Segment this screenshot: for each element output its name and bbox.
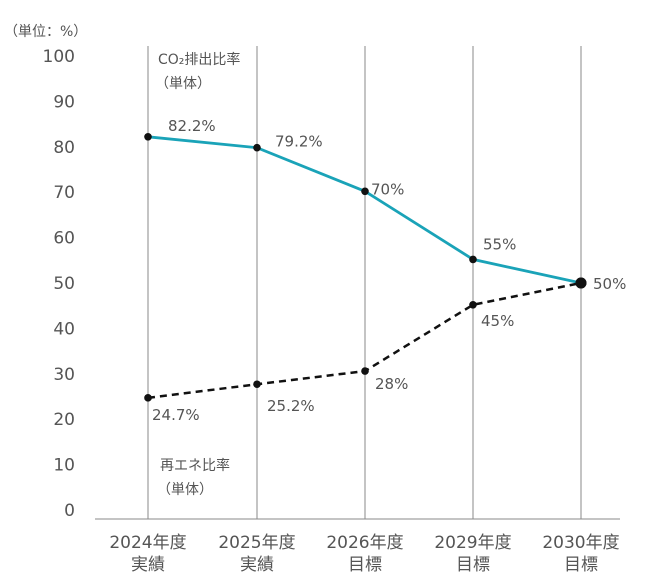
y-tick-label: 20 <box>53 410 75 430</box>
y-tick-label: 80 <box>53 138 75 158</box>
renewable-series-name: 再エネ比率 <box>160 457 230 474</box>
y-tick-label: 50 <box>53 274 75 294</box>
series-names: CO₂排出比率 （単体） 再エネ比率 （単体） <box>155 51 240 498</box>
renewable-data-point <box>469 300 477 309</box>
renewable-series-scope: （単体） <box>157 482 213 498</box>
x-tick-label: 2025年度実績 <box>218 533 295 575</box>
x-tick-label: 2026年度目標 <box>326 533 403 575</box>
co2-data-label: 82.2% <box>168 117 216 135</box>
y-tick-label: 100 <box>43 47 75 67</box>
co2-data-label: 50% <box>593 275 626 293</box>
co2-data-point <box>144 133 152 141</box>
renewable-data-label: 24.7% <box>152 406 200 424</box>
co2-data-point <box>469 255 477 264</box>
co2-data-label: 70% <box>371 180 404 198</box>
renewable-data-point <box>361 367 369 375</box>
renewable-data-point <box>575 277 587 289</box>
x-tick-label: 2024年度実績 <box>109 533 186 575</box>
y-tick-label: 0 <box>64 501 75 521</box>
y-tick-label: 10 <box>53 456 75 476</box>
renewable-data-label: 25.2% <box>267 397 315 415</box>
series-layer: 82.2% 79.2% 70% 55% 50% 24.7% 25.2% 28% 45% <box>144 117 626 424</box>
y-tick-label: 40 <box>53 319 75 339</box>
y-tick-label: 60 <box>53 229 75 249</box>
co2-data-point <box>253 143 261 152</box>
x-tick-label: 2030年度目標 <box>542 533 619 575</box>
y-axis-ticks: 0 10 20 30 40 50 60 70 80 90 100 <box>43 47 75 521</box>
renewable-data-label: 28% <box>375 375 408 393</box>
co2-series-scope: （単体） <box>155 76 211 92</box>
co2-series-name: CO₂排出比率 <box>158 51 240 68</box>
y-tick-label: 30 <box>53 365 75 385</box>
unit-label: （単位：%） <box>4 24 87 40</box>
co2-data-label: 79.2% <box>275 133 323 151</box>
x-tick-label: 2029年度目標 <box>434 533 511 575</box>
x-axis-labels: 2024年度実績 2025年度実績 2026年度目標 2029年度目標 2030年度目標 <box>109 533 619 575</box>
renewable-data-point <box>253 380 261 389</box>
y-tick-label: 70 <box>53 183 75 203</box>
renewable-data-label: 45% <box>481 312 514 330</box>
renewable-data-point <box>144 394 152 402</box>
y-tick-label: 90 <box>53 92 75 112</box>
co2-data-point <box>361 187 369 196</box>
co2-data-label: 55% <box>483 235 516 253</box>
